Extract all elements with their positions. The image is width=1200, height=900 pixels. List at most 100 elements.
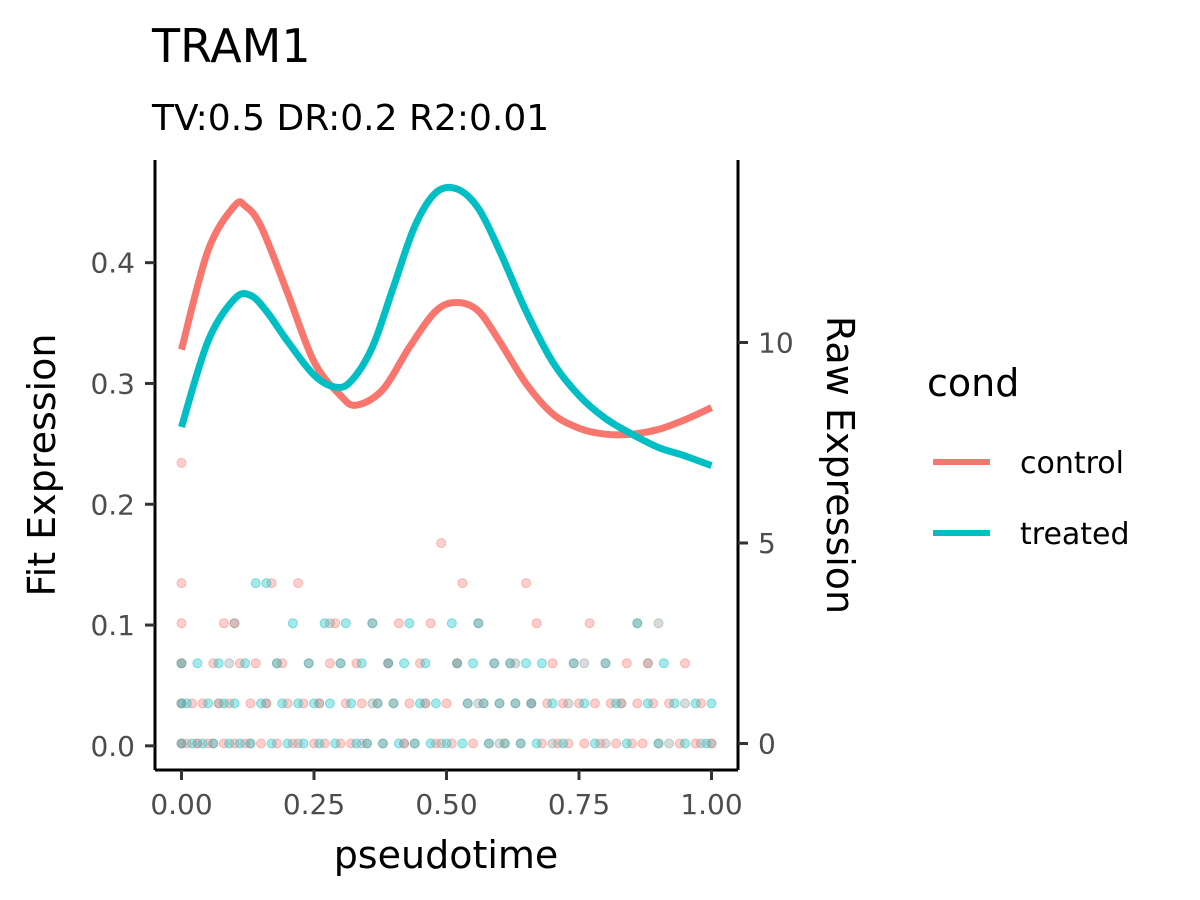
- raw-point-1-39: [372, 698, 383, 709]
- raw-point-1-74: [589, 738, 600, 749]
- raw-point-2-32: [653, 618, 664, 629]
- x-tick-label: 0.25: [283, 788, 345, 821]
- raw-point-0-69: [499, 738, 510, 749]
- raw-point-0-85: [584, 618, 595, 629]
- raw-point-1-86: [706, 698, 717, 709]
- raw-point-2-31: [642, 658, 653, 669]
- raw-point-1-16: [250, 578, 261, 589]
- raw-point-1-18: [261, 578, 272, 589]
- left-tick-label: 0.3: [90, 367, 135, 400]
- raw-point-2-33: [664, 738, 675, 749]
- raw-point-0-96: [642, 658, 653, 669]
- raw-point-0-84: [579, 738, 590, 749]
- left-axis-title: Fit Expression: [20, 334, 64, 597]
- raw-point-2-20: [452, 658, 463, 669]
- right-tick-label: 10: [758, 326, 794, 359]
- raw-point-0-58: [441, 698, 452, 709]
- raw-point-2-3: [192, 738, 203, 749]
- raw-point-1-52: [446, 618, 457, 629]
- raw-point-0-60: [452, 658, 463, 669]
- raw-point-0-35: [319, 738, 330, 749]
- raw-point-0-48: [388, 698, 399, 709]
- raw-point-0-95: [637, 738, 648, 749]
- raw-point-2-1: [176, 698, 187, 709]
- raw-point-2-11: [314, 698, 325, 709]
- raw-point-0-3: [176, 618, 187, 629]
- raw-point-0-36: [324, 658, 335, 669]
- raw-point-1-13: [234, 738, 245, 749]
- raw-point-1-65: [515, 738, 526, 749]
- raw-point-1-53: [452, 658, 463, 669]
- x-axis-ticks: 0.00 0.25 0.50 0.75 1.00: [150, 770, 743, 821]
- raw-point-1-22: [282, 738, 293, 749]
- raw-point-1-48: [420, 658, 431, 669]
- raw-point-0-65: [478, 698, 489, 709]
- raw-point-2-30: [632, 618, 643, 629]
- raw-point-0-12: [208, 658, 219, 669]
- raw-point-0-17: [229, 738, 240, 749]
- raw-point-0-40: [346, 738, 357, 749]
- raw-point-1-68: [531, 738, 542, 749]
- raw-point-0-82: [568, 658, 579, 669]
- raw-point-1-23: [287, 618, 298, 629]
- raw-point-2-8: [261, 698, 272, 709]
- raw-point-2-7: [245, 738, 256, 749]
- x-tick-label: 1.00: [680, 788, 742, 821]
- raw-point-1-77: [621, 738, 632, 749]
- raw-point-1-36: [356, 658, 367, 669]
- raw-point-0-46: [377, 738, 388, 749]
- raw-point-0-62: [462, 698, 473, 709]
- raw-point-0-6: [181, 738, 192, 749]
- raw-point-0-88: [600, 658, 611, 669]
- raw-point-0-67: [489, 658, 500, 669]
- raw-point-2-19: [436, 738, 447, 749]
- raw-point-2-24: [526, 698, 537, 709]
- raw-point-1-81: [658, 658, 669, 669]
- raw-point-1-21: [277, 698, 288, 709]
- raw-point-0-51: [404, 698, 415, 709]
- raw-point-0-83: [574, 698, 584, 709]
- raw-point-2-13: [335, 658, 346, 669]
- raw-point-0-66: [483, 738, 494, 749]
- raw-point-0-89: [605, 698, 616, 709]
- raw-point-0-87: [595, 738, 606, 749]
- raw-point-2-17: [399, 738, 410, 749]
- raw-point-0-38: [335, 738, 346, 749]
- raw-point-0-49: [393, 618, 404, 629]
- raw-point-2-25: [547, 738, 558, 749]
- legend-label-treated: treated: [1020, 517, 1130, 552]
- raw-point-0-18: [229, 618, 240, 629]
- raw-point-2-28: [600, 738, 611, 749]
- fit-line-control: [178, 198, 713, 439]
- raw-point-0-21: [245, 698, 256, 709]
- raw-point-1-29: [319, 618, 330, 629]
- raw-point-0-9: [197, 698, 208, 709]
- legend: cond control treated: [927, 361, 1130, 552]
- raw-point-1-57: [473, 618, 484, 629]
- raw-point-0-53: [415, 658, 425, 669]
- left-tick-label: 0.0: [90, 730, 135, 763]
- raw-point-0-74: [526, 698, 537, 709]
- raw-point-2-0: [176, 738, 187, 749]
- raw-point-0-103: [695, 698, 706, 709]
- raw-point-0-8: [192, 738, 203, 749]
- x-tick-label: 0.00: [150, 788, 212, 821]
- raw-point-0-41: [351, 658, 362, 669]
- raw-point-0-98: [653, 738, 664, 749]
- raw-point-0-73: [521, 578, 531, 589]
- raw-point-0-27: [277, 658, 288, 669]
- raw-point-1-32: [335, 658, 346, 669]
- raw-point-0-10: [203, 738, 213, 749]
- raw-point-1-31: [330, 738, 341, 749]
- raw-point-1-50: [430, 698, 441, 709]
- raw-point-0-104: [706, 738, 717, 749]
- raw-point-1-60: [489, 658, 500, 669]
- raw-point-1-37: [362, 738, 372, 749]
- raw-point-0-13: [213, 698, 224, 709]
- raw-point-0-20: [240, 738, 251, 749]
- raw-point-1-10: [218, 698, 229, 709]
- raw-point-0-81: [563, 738, 574, 749]
- raw-point-1-80: [653, 738, 664, 749]
- raw-point-0-50: [399, 738, 410, 749]
